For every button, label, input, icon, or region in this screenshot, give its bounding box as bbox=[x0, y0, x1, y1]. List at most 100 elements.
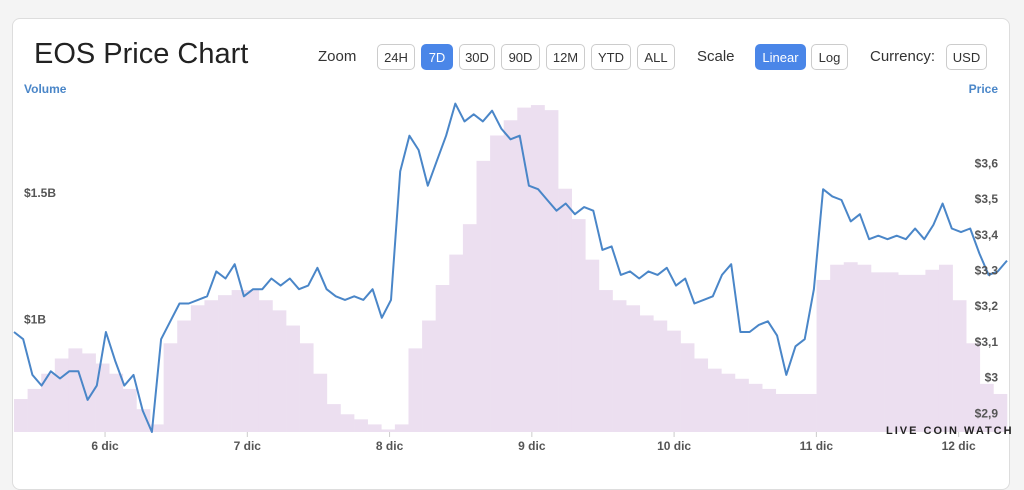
volume-bar bbox=[245, 290, 260, 432]
volume-bar bbox=[54, 358, 69, 432]
volume-bar bbox=[966, 343, 981, 432]
volume-bar bbox=[694, 358, 709, 432]
x-tick-label: 10 dic bbox=[657, 439, 691, 453]
volume-bar bbox=[422, 320, 436, 432]
zoom-button[interactable]: YTD bbox=[591, 44, 631, 70]
volume-bar bbox=[830, 264, 845, 432]
volume-bar bbox=[163, 343, 178, 432]
y2-tick-label: $3,1 bbox=[975, 335, 999, 349]
volume-bar bbox=[381, 429, 396, 432]
zoom-button[interactable]: 90D bbox=[501, 44, 540, 70]
volume-bar bbox=[558, 188, 573, 432]
scale-button[interactable]: Linear bbox=[755, 44, 806, 70]
x-tick-label: 8 dic bbox=[376, 439, 404, 453]
volume-bar bbox=[367, 424, 382, 432]
chart: Volume Price $1B $1.5B $2,9 $3 $3,1 $3,2 $3,3 $… bbox=[13, 82, 1014, 453]
volume-bar bbox=[82, 353, 96, 432]
volume-bar bbox=[762, 388, 777, 432]
volume-bar bbox=[136, 409, 151, 432]
volume-bar bbox=[911, 274, 926, 432]
volume-bar bbox=[503, 120, 518, 432]
volume-bar bbox=[190, 305, 205, 432]
watermark: LIVE COIN WATCH bbox=[886, 425, 1014, 437]
currency-label: Currency: bbox=[870, 48, 936, 65]
volume-bar bbox=[449, 254, 464, 432]
volume-bar bbox=[490, 135, 504, 433]
volume-bar bbox=[462, 224, 477, 432]
volume-bar bbox=[177, 320, 192, 432]
x-tick-label: 9 dic bbox=[518, 439, 546, 453]
volume-bar bbox=[517, 107, 532, 432]
x-tick-label: 12 dic bbox=[942, 439, 976, 453]
volume-bar bbox=[571, 219, 586, 432]
volume-bar bbox=[925, 269, 940, 432]
price-line bbox=[13, 102, 1008, 433]
volume-bar bbox=[150, 424, 164, 432]
volume-bar bbox=[680, 343, 695, 432]
zoom-button[interactable]: ALL bbox=[637, 44, 675, 70]
zoom-button[interactable]: 24H bbox=[377, 44, 415, 70]
volume-bar bbox=[585, 259, 600, 432]
page-title: EOS Price Chart bbox=[34, 38, 249, 70]
y2-tick-label: $3,3 bbox=[975, 264, 999, 278]
volume-bar bbox=[544, 110, 559, 433]
volume-bar bbox=[884, 272, 899, 432]
volume-bar bbox=[272, 310, 287, 432]
x-tick-label: 6 dic bbox=[91, 439, 119, 453]
y2-tick-label: $3 bbox=[985, 371, 999, 385]
volume-bar bbox=[95, 363, 110, 432]
volume-bar bbox=[258, 300, 273, 432]
volume-bar bbox=[639, 315, 654, 432]
volume-bar bbox=[299, 343, 314, 432]
volume-bar bbox=[14, 399, 28, 432]
y-tick-label: $1B bbox=[24, 313, 46, 327]
y2-tick-label: $3,6 bbox=[975, 156, 999, 170]
volume-bar bbox=[653, 320, 668, 432]
volume-bar bbox=[326, 404, 341, 432]
volume-bar bbox=[626, 305, 641, 432]
volume-bar bbox=[530, 105, 545, 433]
zoom-button[interactable]: 30D bbox=[459, 44, 495, 70]
volume-bar bbox=[612, 300, 627, 432]
volume-bar bbox=[748, 383, 763, 432]
volume-bar bbox=[41, 373, 56, 432]
volume-bar bbox=[816, 279, 831, 432]
volume-bar bbox=[476, 160, 491, 432]
y2-tick-label: $3,4 bbox=[975, 228, 999, 242]
volume-bar bbox=[802, 393, 817, 432]
volume-bar bbox=[707, 368, 722, 432]
volume-bar bbox=[354, 419, 368, 432]
x-tick-label: 11 dic bbox=[800, 439, 834, 453]
volume-bar bbox=[340, 414, 355, 432]
zoom-button[interactable]: 7D bbox=[421, 44, 453, 70]
scale-label: Scale bbox=[697, 48, 735, 65]
volume-bar bbox=[666, 330, 681, 432]
volume-bar bbox=[598, 290, 613, 432]
volume-bar bbox=[394, 424, 409, 432]
page: EOS Price Chart Zoom 24H 7D 30D 90D 12M … bbox=[12, 18, 1014, 490]
volume-bar bbox=[979, 383, 994, 432]
y2-tick-label: $3,5 bbox=[975, 192, 999, 206]
volume-bar bbox=[204, 300, 219, 432]
volume-bar bbox=[993, 393, 1008, 432]
volume-bar bbox=[938, 264, 953, 432]
volume-bar bbox=[27, 388, 42, 432]
volume-bar bbox=[721, 373, 736, 432]
y2-axis-title: Price bbox=[969, 82, 999, 96]
volume-bar bbox=[789, 393, 804, 432]
volume-bar bbox=[408, 348, 423, 432]
currency-button[interactable]: USD bbox=[946, 44, 987, 70]
y2-tick-label: $3,2 bbox=[975, 299, 999, 313]
volume-bar bbox=[775, 393, 790, 432]
volume-bar bbox=[286, 325, 300, 432]
x-tick-label: 7 dic bbox=[234, 439, 262, 453]
volume-bar bbox=[898, 274, 913, 432]
volume-bar bbox=[952, 300, 967, 432]
volume-bar bbox=[435, 285, 450, 432]
volume-bar bbox=[734, 378, 749, 432]
y2-tick-label: $2,9 bbox=[975, 406, 999, 420]
y-tick-label: $1.5B bbox=[24, 186, 56, 200]
volume-bar bbox=[109, 373, 124, 432]
zoom-button[interactable]: 12M bbox=[546, 44, 585, 70]
scale-button[interactable]: Log bbox=[811, 44, 848, 70]
